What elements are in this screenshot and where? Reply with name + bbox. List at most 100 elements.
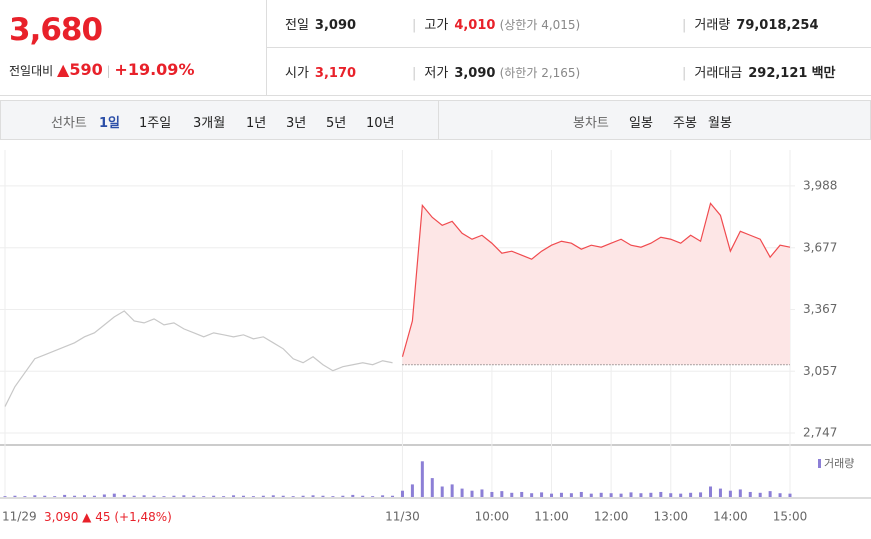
volume-bar bbox=[261, 495, 265, 497]
volume-bar bbox=[579, 491, 583, 497]
volume-bar bbox=[430, 478, 434, 497]
y-tick-label: 2,747 bbox=[803, 426, 837, 440]
volume-bar bbox=[132, 495, 136, 497]
tab[interactable]: 월봉 bbox=[708, 116, 732, 131]
x-tick-label: 14:00 bbox=[713, 510, 748, 524]
tab[interactable]: 10년 bbox=[366, 116, 395, 131]
volume-bar bbox=[589, 493, 593, 497]
volume-bar bbox=[82, 495, 86, 497]
tab[interactable]: 일봉 bbox=[629, 116, 653, 131]
stat: | 거래대금 292,121 백만 bbox=[682, 62, 836, 81]
stat-value: 3,090 bbox=[454, 66, 496, 81]
volume-bar bbox=[331, 496, 335, 497]
area bbox=[402, 203, 790, 365]
stat-value: 4,010 bbox=[454, 18, 496, 33]
separator: | bbox=[682, 18, 687, 33]
tab[interactable]: 3년 bbox=[286, 116, 307, 131]
volume-bar bbox=[291, 496, 295, 497]
price-line bbox=[4, 310, 393, 407]
tab-group-label: 봉차트 bbox=[573, 116, 609, 131]
volume-bar bbox=[381, 495, 385, 497]
x-tick-label: 11:00 bbox=[534, 510, 569, 524]
volume-bar bbox=[142, 495, 146, 497]
volume-bar bbox=[599, 492, 603, 497]
volume-bar bbox=[152, 495, 156, 497]
volume-bar bbox=[351, 494, 355, 497]
volume-bar bbox=[271, 495, 275, 497]
stat-value: 79,018,254 bbox=[736, 18, 819, 33]
prev-change: 45 bbox=[95, 510, 110, 524]
volume-bar bbox=[212, 495, 216, 497]
volume-bar bbox=[460, 488, 464, 497]
stat: 전일 3,090 bbox=[285, 14, 356, 33]
x-tick-label: 13:00 bbox=[653, 510, 688, 524]
volume-bar bbox=[361, 495, 365, 497]
y-tick-label: 3,988 bbox=[803, 178, 837, 192]
quote-header: 3,680 전일대비 ▲590 | +19.09% 전일 3,090 | 고가 4,01… bbox=[0, 0, 871, 96]
volume-bar bbox=[550, 493, 554, 497]
volume-bar bbox=[480, 489, 484, 497]
period-tabs: 선차트 1일 1주일 3개월 1년 3년 5년 10년 봉차트 일봉 주봉 월봉 bbox=[0, 100, 871, 140]
volume-bar bbox=[718, 488, 722, 497]
volume-bar bbox=[609, 493, 613, 497]
volume-bar bbox=[311, 495, 315, 497]
volume-bar bbox=[162, 496, 166, 497]
stat-label: 거래량 bbox=[694, 18, 731, 33]
volume-bar bbox=[738, 489, 742, 497]
x-tick-label: 11/29 bbox=[2, 510, 37, 524]
volume-bar bbox=[251, 496, 255, 497]
volume-bar bbox=[222, 496, 226, 497]
tab[interactable]: 1일 bbox=[99, 116, 121, 131]
stat-label: 거래대금 bbox=[694, 66, 743, 81]
volume-bar bbox=[172, 495, 176, 497]
tab[interactable]: 1주일 bbox=[139, 116, 172, 131]
change: 590 bbox=[69, 60, 103, 79]
volume-bar bbox=[540, 492, 544, 497]
volume-bar bbox=[63, 494, 67, 497]
volume-bar bbox=[391, 495, 395, 497]
legend-label: 거래량 bbox=[824, 457, 854, 470]
y-tick-label: 3,057 bbox=[803, 364, 837, 378]
volume-bar bbox=[728, 490, 732, 497]
volume-bar bbox=[629, 492, 633, 497]
volume-bar bbox=[341, 495, 345, 497]
volume-bar bbox=[649, 492, 653, 497]
separator: | bbox=[412, 66, 417, 81]
prev-summary: 3,090 ▲ 45 (+1,48%) bbox=[44, 510, 172, 524]
stat: | 거래량 79,018,254 bbox=[682, 14, 819, 33]
change-pct: +19.09% bbox=[114, 60, 195, 79]
volume-bar bbox=[510, 492, 514, 497]
volume-bar bbox=[92, 495, 96, 497]
volume-bar bbox=[490, 491, 494, 497]
tab[interactable]: 1년 bbox=[246, 116, 267, 131]
stat-label: 저가 bbox=[424, 66, 449, 81]
tab[interactable]: 3개월 bbox=[193, 116, 226, 131]
price-line bbox=[401, 202, 791, 357]
price-box: 3,680 전일대비 ▲590 | +19.09% bbox=[0, 0, 267, 95]
volume-bar bbox=[470, 490, 474, 497]
volume-bar bbox=[669, 493, 673, 497]
volume-bar bbox=[679, 493, 683, 497]
volume-bar bbox=[689, 492, 693, 497]
volume-bar bbox=[530, 493, 534, 497]
volume-bar bbox=[3, 496, 7, 497]
stat-unit: 백만 bbox=[811, 66, 836, 81]
volume-bar bbox=[301, 495, 305, 497]
volume-bar bbox=[768, 491, 772, 497]
volume-bar bbox=[400, 490, 404, 497]
change-label: 전일대비 bbox=[9, 64, 54, 78]
tab[interactable]: 주봉 bbox=[673, 116, 697, 131]
tab[interactable]: 5년 bbox=[326, 116, 347, 131]
up-arrow: ▲ bbox=[78, 510, 95, 524]
prev-pct: (+1,48%) bbox=[114, 510, 172, 524]
stat: | 저가 3,090 (하한가 2,165) bbox=[412, 62, 580, 81]
stat-value: 3,090 bbox=[314, 18, 357, 33]
volume-bar bbox=[748, 491, 752, 497]
change-line: 전일대비 ▲590 | +19.09% bbox=[9, 60, 194, 79]
volume-bar bbox=[102, 494, 106, 497]
stats-row: 전일 3,090 | 고가 4,010 (상한가 4,015) | 거래량 79,018,25… bbox=[267, 0, 871, 48]
volume-bar bbox=[778, 493, 782, 497]
stat-label: 전일 bbox=[285, 18, 309, 33]
volume-bar bbox=[112, 493, 116, 497]
